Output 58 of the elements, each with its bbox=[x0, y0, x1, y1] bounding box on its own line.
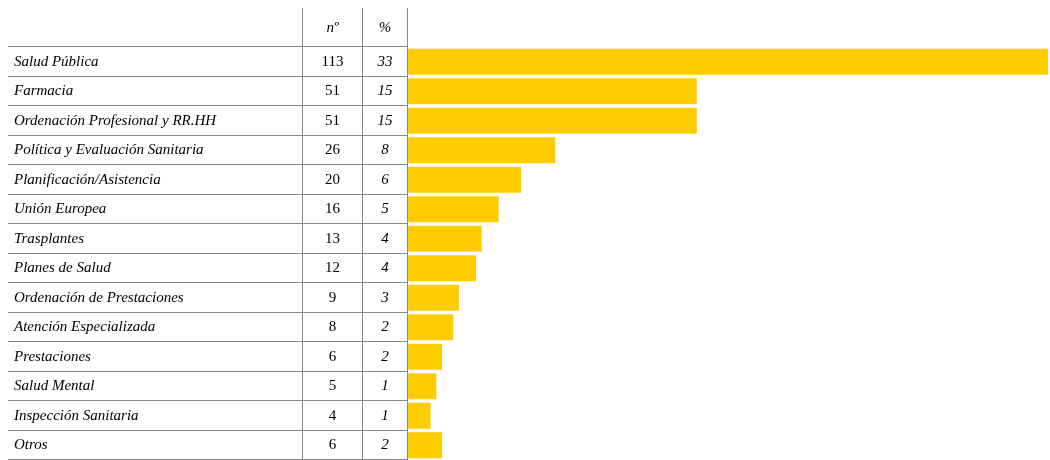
y-tick-label: Prestaciones bbox=[8, 342, 303, 372]
data-label: 5 bbox=[303, 371, 363, 401]
bar bbox=[408, 284, 459, 311]
text: 1 bbox=[363, 371, 408, 401]
bar bbox=[408, 78, 697, 105]
data-label: 16 bbox=[303, 194, 363, 224]
y-tick-label: Ordenación de Prestaciones bbox=[8, 283, 303, 313]
text: 5 bbox=[363, 194, 408, 224]
y-tick-label: Farmacia bbox=[8, 76, 303, 106]
data-label: 8 bbox=[303, 312, 363, 342]
text: 2 bbox=[363, 312, 408, 342]
text: 6 bbox=[363, 165, 408, 195]
y-tick-label: Planificación/Asistencia bbox=[8, 165, 303, 195]
data-label: 13 bbox=[303, 224, 363, 254]
text: 33 bbox=[363, 47, 408, 77]
y-tick-label: Salud Mental bbox=[8, 371, 303, 401]
text: nº bbox=[303, 8, 364, 46]
bar bbox=[408, 373, 437, 400]
data-label: 26 bbox=[303, 135, 363, 165]
text: 2 bbox=[363, 342, 408, 372]
text: 15 bbox=[363, 106, 408, 136]
bar bbox=[408, 343, 442, 370]
y-tick-label: Trasplantes bbox=[8, 224, 303, 254]
y-tick-label: Unión Europea bbox=[8, 194, 303, 224]
bar bbox=[408, 196, 499, 223]
text: 4 bbox=[363, 253, 408, 283]
data-label: 4 bbox=[303, 401, 363, 431]
y-tick-label: Planes de Salud bbox=[8, 253, 303, 283]
text: 4 bbox=[363, 224, 408, 254]
bar bbox=[408, 137, 556, 164]
y-tick-label: Política y Evaluación Sanitaria bbox=[8, 135, 303, 165]
bar bbox=[408, 314, 454, 341]
y-tick-label: Ordenación Profesional y RR.HH bbox=[8, 106, 303, 136]
bar bbox=[408, 166, 522, 193]
data-label: 20 bbox=[303, 165, 363, 195]
data-label: 6 bbox=[303, 342, 363, 372]
text: % bbox=[363, 8, 409, 46]
bar bbox=[408, 255, 476, 282]
bar bbox=[408, 432, 442, 459]
y-tick-label: Otros bbox=[8, 430, 303, 460]
y-tick-label: Salud Pública bbox=[8, 47, 303, 77]
data-label: 51 bbox=[303, 76, 363, 106]
bar bbox=[408, 402, 431, 429]
bar bbox=[408, 225, 482, 252]
text: 8 bbox=[363, 135, 408, 165]
y-tick-label: Atención Especializada bbox=[8, 312, 303, 342]
data-label: 113 bbox=[303, 47, 363, 77]
bar bbox=[408, 48, 1048, 75]
data-label: 6 bbox=[303, 430, 363, 460]
data-label: 9 bbox=[303, 283, 363, 313]
text: 2 bbox=[363, 430, 408, 460]
y-tick-label: Inspección Sanitaria bbox=[8, 401, 303, 431]
text: 1 bbox=[363, 401, 408, 431]
data-label: 12 bbox=[303, 253, 363, 283]
text: 3 bbox=[363, 283, 408, 313]
data-label: 51 bbox=[303, 106, 363, 136]
bar bbox=[408, 107, 697, 134]
text: 15 bbox=[363, 76, 408, 106]
